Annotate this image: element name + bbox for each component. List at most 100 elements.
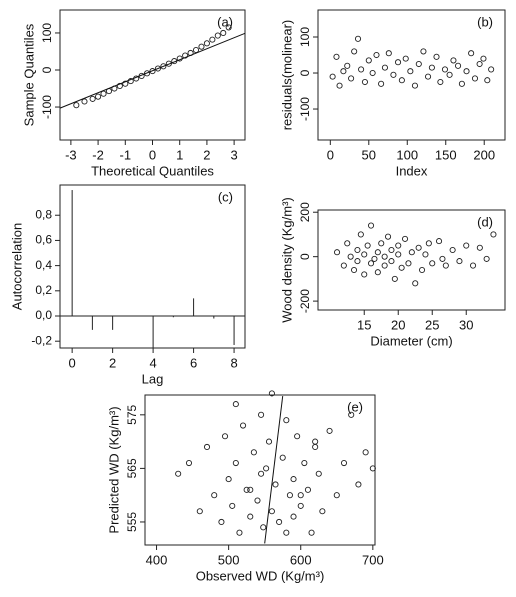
point	[354, 246, 361, 254]
y-axis-label: residuals(molinear)	[279, 20, 294, 131]
y-tick-label: 0	[298, 253, 312, 260]
point	[374, 249, 381, 256]
point	[240, 422, 247, 429]
point	[203, 443, 211, 451]
point	[385, 50, 392, 57]
point	[211, 492, 218, 499]
point	[450, 57, 457, 64]
point	[418, 266, 426, 274]
point	[408, 249, 415, 256]
y-tick-label: 100	[298, 27, 312, 47]
point	[340, 459, 348, 467]
point	[378, 240, 385, 247]
point	[367, 260, 375, 267]
point	[420, 48, 427, 55]
point	[388, 258, 395, 265]
y-tick-label: 0	[298, 69, 312, 76]
point	[225, 24, 232, 31]
point	[384, 233, 392, 240]
y-tick-label: 565	[125, 458, 139, 478]
point	[344, 62, 351, 69]
point	[357, 231, 364, 238]
point	[358, 66, 365, 73]
x-axis-label: Theoretical Quantiles	[91, 163, 214, 178]
y-tick-label: 0,0	[35, 308, 52, 322]
point	[391, 275, 398, 282]
point	[348, 411, 355, 418]
x-tick-label: 2	[203, 147, 210, 162]
point	[279, 454, 286, 461]
point	[333, 492, 340, 499]
point	[319, 508, 326, 515]
x-tick-label: 30	[459, 317, 473, 332]
point	[367, 222, 375, 229]
y-tick-label: -100	[298, 97, 312, 121]
point	[433, 53, 440, 60]
point	[175, 470, 182, 477]
y-axis-label: Wood density (Kg/m³)	[279, 197, 294, 322]
x-tick-label: -1	[120, 147, 132, 162]
point	[390, 71, 397, 78]
point	[369, 69, 376, 77]
x-tick-label: 400	[146, 552, 168, 567]
point	[160, 63, 167, 70]
point	[355, 481, 362, 488]
point	[373, 51, 380, 59]
point	[236, 529, 243, 536]
point	[265, 438, 273, 445]
point	[351, 48, 358, 55]
y-tick-label: 0,4	[35, 258, 52, 272]
point	[401, 235, 409, 242]
point	[348, 75, 355, 82]
x-tick-label: 0	[69, 355, 76, 370]
point	[329, 73, 336, 80]
y-tick-label: -100	[40, 95, 54, 119]
point	[192, 46, 200, 54]
x-axis-label: Diameter (cm)	[370, 333, 452, 348]
point	[308, 529, 315, 536]
point	[247, 513, 254, 520]
point	[283, 529, 290, 536]
x-tick-label: 600	[290, 552, 312, 567]
point	[424, 73, 432, 80]
point	[232, 401, 239, 408]
point	[395, 242, 402, 249]
point	[361, 251, 368, 258]
y-axis-label: Sample Quantiles	[21, 23, 36, 126]
point	[412, 280, 419, 287]
y-tick-label: 0,8	[35, 207, 52, 221]
point	[263, 465, 270, 472]
point	[365, 57, 372, 64]
point	[398, 77, 405, 84]
point	[333, 249, 341, 256]
x-tick-label: 100	[396, 147, 418, 162]
panel-annotation: (d)	[477, 214, 493, 229]
point	[381, 253, 388, 260]
x-tick-label: 500	[218, 552, 240, 567]
point	[347, 253, 354, 260]
point	[312, 438, 319, 445]
point	[441, 66, 449, 73]
point	[336, 82, 343, 89]
point	[483, 255, 490, 262]
point	[378, 80, 385, 87]
x-tick-label: 50	[362, 147, 376, 162]
point	[220, 29, 227, 37]
point	[165, 60, 172, 67]
point	[122, 80, 129, 87]
x-tick-label: 6	[190, 355, 197, 370]
plot-frame	[317, 209, 506, 311]
point	[354, 35, 362, 42]
point	[411, 82, 419, 89]
point	[81, 98, 88, 105]
point	[388, 246, 395, 254]
point	[198, 43, 205, 50]
point	[100, 90, 107, 97]
plot-frame	[59, 184, 246, 349]
point	[144, 70, 151, 77]
point	[258, 470, 265, 477]
point	[89, 95, 96, 102]
point	[243, 486, 250, 493]
point	[435, 238, 443, 245]
point	[268, 390, 275, 397]
